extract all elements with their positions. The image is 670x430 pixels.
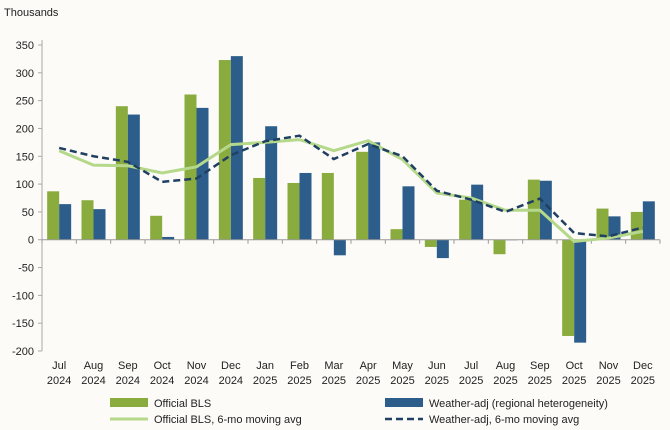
y-tick-label: -50	[18, 263, 34, 275]
y-tick-label: 100	[16, 179, 34, 191]
bar-weather-adj	[642, 201, 655, 240]
bar-official	[562, 239, 575, 336]
x-tick-label-month: Feb	[290, 360, 309, 372]
y-tick-label: 300	[16, 68, 34, 80]
bar-weather-adj	[59, 204, 72, 240]
x-tick-label-year: 2025	[390, 375, 414, 387]
legend-swatch	[385, 398, 423, 407]
x-tick-label-year: 2025	[322, 375, 346, 387]
bar-weather-adj	[471, 184, 484, 240]
x-tick-label-month: Jul	[52, 360, 66, 372]
bar-official	[253, 177, 266, 240]
bar-official	[356, 151, 369, 240]
bar-weather-adj	[333, 239, 346, 256]
x-tick-label-year: 2024	[116, 375, 140, 387]
x-tick-label-month: Apr	[360, 360, 377, 372]
x-tick-label-month: Oct	[566, 360, 583, 372]
y-tick-label: -150	[12, 318, 34, 330]
line-official-ma	[58, 138, 644, 243]
bar-official	[115, 106, 128, 240]
y-tick-label: 50	[22, 207, 34, 219]
legend-label: Official BLS	[154, 398, 211, 410]
bar-weather-adj	[265, 126, 278, 240]
y-tick-label: 200	[16, 123, 34, 135]
y-tick-label: -200	[12, 346, 34, 358]
bar-official	[81, 200, 94, 240]
x-tick-label-year: 2024	[219, 375, 243, 387]
y-tick-label: 250	[16, 96, 34, 108]
x-tick-label-year: 2025	[528, 375, 552, 387]
x-tick-label-month: Oct	[154, 360, 171, 372]
x-tick-label-year: 2025	[631, 375, 655, 387]
bar-weather-adj	[230, 56, 243, 240]
bar-weather-adj	[299, 172, 312, 240]
y-tick-label: -100	[12, 290, 34, 302]
bar-weather-adj	[608, 216, 621, 240]
bar-weather-adj	[402, 186, 415, 240]
x-tick-label-year: 2025	[596, 375, 620, 387]
y-axis-label: Thousands	[4, 7, 59, 19]
legend-label: Weather-adj (regional heterogeneity)	[429, 398, 608, 410]
x-tick-label-month: Nov	[187, 360, 207, 372]
x-tick-label-year: 2025	[356, 375, 380, 387]
y-tick-label: 150	[16, 151, 34, 163]
x-tick-label-year: 2024	[184, 375, 208, 387]
x-tick-label-year: 2024	[150, 375, 174, 387]
bar-official	[390, 229, 403, 240]
bar-weather-adj	[93, 209, 106, 240]
bar-weather-adj	[368, 142, 381, 240]
x-tick-label-month: Mar	[324, 360, 343, 372]
bar-weather-adj	[127, 114, 140, 240]
y-tick-label: 350	[16, 40, 34, 52]
x-tick-label-year: 2025	[562, 375, 586, 387]
legend-label: Weather-adj, 6-mo moving avg	[429, 414, 579, 426]
x-tick-label-month: Sep	[118, 360, 138, 372]
bar-weather-adj	[196, 107, 209, 240]
x-tick-label-year: 2025	[493, 375, 517, 387]
x-tick-label-month: Jan	[256, 360, 274, 372]
line-weather-adj-ma	[58, 134, 644, 238]
bar-official	[493, 239, 506, 255]
bar-official	[459, 199, 472, 240]
x-tick-label-month: Aug	[84, 360, 104, 372]
x-tick-label-month: Aug	[496, 360, 516, 372]
y-tick-label: 0	[28, 235, 34, 247]
x-tick-label-year: 2024	[81, 375, 105, 387]
x-tick-label-month: Jul	[464, 360, 478, 372]
bar-weather-adj	[436, 239, 449, 259]
bar-official	[424, 239, 437, 247]
bar-weather-adj	[539, 180, 552, 240]
x-tick-label-month: Sep	[530, 360, 550, 372]
bar-official	[150, 215, 163, 240]
x-tick-label-month: Dec	[221, 360, 241, 372]
bar-official	[596, 208, 609, 240]
bar-weather-adj	[162, 236, 175, 240]
bar-official	[287, 182, 300, 240]
bar-official	[630, 211, 643, 240]
x-tick-label-month: Nov	[599, 360, 619, 372]
x-tick-label-year: 2024	[47, 375, 71, 387]
x-tick-label-year: 2025	[287, 375, 311, 387]
x-tick-label-year: 2025	[459, 375, 483, 387]
bar-official	[47, 191, 60, 240]
legend-swatch	[110, 398, 148, 407]
x-tick-label-month: Jun	[428, 360, 446, 372]
x-tick-label-month: May	[392, 360, 413, 372]
x-tick-label-year: 2025	[425, 375, 449, 387]
bar-weather-adj	[574, 239, 587, 343]
x-tick-label-month: Dec	[633, 360, 653, 372]
x-tick-label-year: 2025	[253, 375, 277, 387]
legend-label: Official BLS, 6-mo moving avg	[154, 414, 302, 426]
bar-official	[321, 172, 334, 240]
